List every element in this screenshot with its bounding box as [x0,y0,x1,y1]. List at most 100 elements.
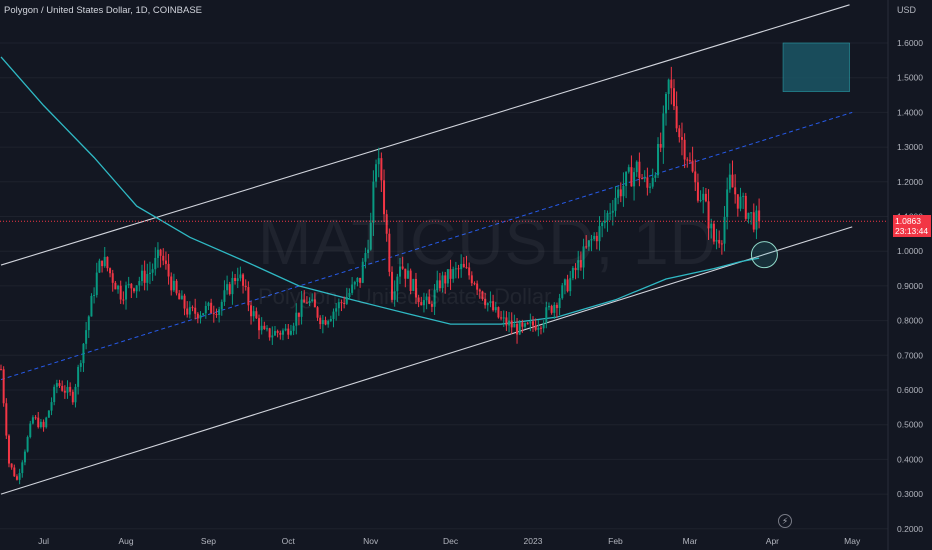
candle-body [234,277,237,282]
candle-body [508,320,511,326]
candle-body [361,261,364,283]
price-tick-label: 0.2000 [897,524,923,534]
candle-body [316,307,319,318]
candle-body [433,290,436,307]
candle-body [356,277,359,282]
candle-body [731,174,734,188]
candle-body [430,304,433,307]
candle-body [699,199,702,201]
candle-body [460,263,463,270]
candle-body [654,175,657,178]
candle-body [726,189,729,217]
candle-body [130,283,133,289]
time-axis[interactable]: Jul Aug Sep Oct Nov Dec 2023 Feb Mar Apr May [38,536,861,546]
candle-body [742,195,745,197]
candle-body [486,303,489,306]
candle-body [744,195,747,219]
candle-body [598,226,601,242]
candle-body [218,309,221,316]
candle-body [207,302,210,306]
candle-body [148,272,151,275]
candle-body [117,285,120,290]
candle-body [55,383,58,387]
candle-body [444,275,447,284]
candle-body [638,161,641,179]
candle-body [657,144,660,176]
candle-body [510,320,513,328]
candle-body [98,260,101,273]
time-tick-label: Oct [282,536,296,546]
candle-body [236,278,239,282]
candle-body [258,318,261,331]
candle-body [215,314,218,316]
chart-grid [0,42,888,530]
candle-body [736,194,739,209]
candle-body [5,403,8,436]
price-tick-label: 0.7000 [897,350,923,360]
candle-body [553,304,556,313]
candle-body [641,178,644,180]
candle-body [287,328,290,335]
candle-body [162,255,165,261]
candle-body [202,313,205,316]
candle-body [478,289,481,292]
candle-body [380,158,383,181]
candle-body [146,274,149,283]
candle-body [85,330,88,344]
candle-body [133,288,135,292]
candle-body [694,171,697,183]
candle-body [492,301,495,311]
candle-body [353,281,356,285]
candle-body [297,312,300,317]
candle-body [226,284,229,291]
time-tick-label: Aug [118,536,133,546]
candle-body [630,167,633,187]
candle-body [691,160,694,172]
candle-body [260,325,263,331]
candle-body [204,305,207,314]
candle-body [532,321,534,326]
price-tick-label: 1.4000 [897,107,923,117]
candle-body [470,275,473,284]
candle-body [468,267,471,276]
candle-body [228,284,231,295]
candle-body [271,335,274,338]
candle-body [707,201,710,229]
candle-body [151,269,154,273]
price-axis[interactable]: 1.60001.50001.40001.30001.20001.10001.00… [887,0,923,550]
symbol-title[interactable]: Polygon / United States Dollar, 1D, COIN… [4,5,203,16]
candle-body [521,322,524,327]
candle-body [606,212,609,221]
candle-body [175,280,178,294]
support-circle [750,241,778,269]
candle-body [643,177,646,179]
candle-body [436,280,439,291]
candle-body [188,307,191,315]
candle-body [547,305,550,308]
candle-body [37,417,40,428]
candle-body [457,268,460,270]
candle-body [542,323,545,329]
candle-body [2,369,5,404]
candle-body [622,185,625,197]
candle-body [539,327,542,329]
lightning-icon[interactable]: ⚡ [778,514,792,528]
candle-body [45,417,48,428]
candle-body [550,305,553,313]
candle-body [585,246,588,248]
candle-body [670,79,673,89]
candle-body [183,295,186,309]
candle-body [587,240,590,247]
candle-body [135,285,138,292]
candle-body [611,210,614,213]
candle-body [417,297,420,303]
candle-body [305,302,308,304]
candle-body [242,274,245,286]
candle-body [210,302,213,314]
candle-body [500,317,503,319]
candle-body [377,158,380,165]
candle-body [180,295,183,300]
candle-body [476,283,479,290]
drawings [0,42,888,269]
